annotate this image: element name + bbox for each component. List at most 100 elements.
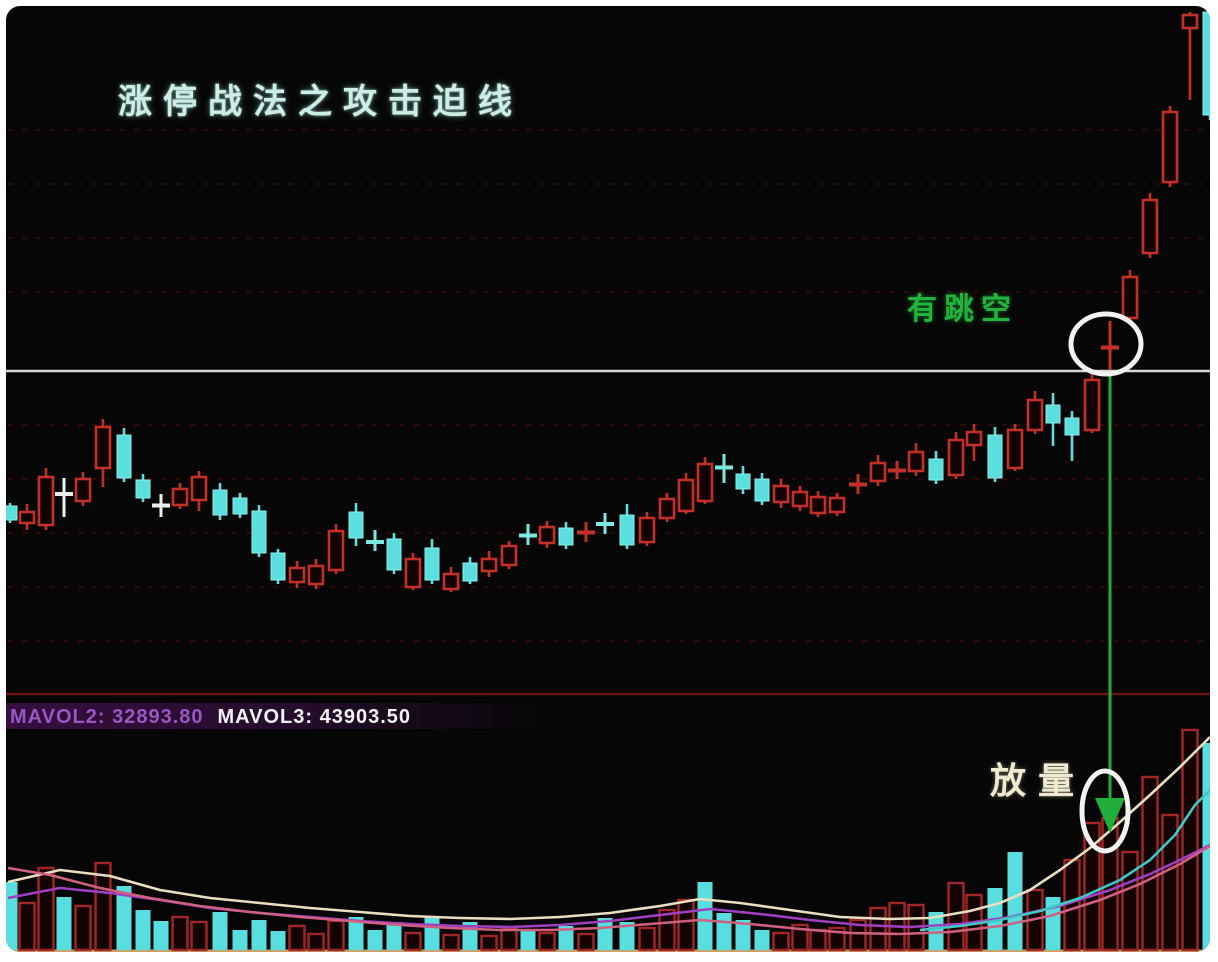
candle bbox=[1181, 12, 1199, 100]
candle bbox=[928, 451, 944, 484]
candle bbox=[442, 567, 460, 592]
reference-lines bbox=[6, 369, 1210, 952]
candle bbox=[519, 524, 537, 545]
candle bbox=[735, 466, 751, 494]
candle bbox=[270, 549, 286, 584]
volume-bar bbox=[135, 910, 151, 950]
candle bbox=[1101, 321, 1119, 370]
volume-bar bbox=[619, 922, 635, 950]
volume-bar bbox=[658, 908, 676, 952]
volume-bar bbox=[1045, 897, 1061, 950]
volume-bars bbox=[6, 728, 1210, 952]
volume-bar bbox=[1083, 821, 1101, 952]
candle bbox=[37, 468, 55, 530]
candle bbox=[849, 474, 867, 494]
candle bbox=[500, 541, 518, 569]
volume-bar bbox=[791, 923, 809, 952]
candle bbox=[1141, 193, 1159, 258]
candle bbox=[1064, 411, 1080, 461]
volume-bar bbox=[869, 906, 887, 952]
candle bbox=[232, 493, 248, 518]
volume-bar bbox=[94, 861, 112, 952]
volume-bar bbox=[327, 919, 345, 952]
candle bbox=[152, 494, 170, 517]
volume-bar bbox=[558, 926, 574, 950]
candle bbox=[1026, 391, 1044, 434]
candle bbox=[907, 443, 925, 476]
volume-bar bbox=[928, 912, 944, 950]
candlestick-chart[interactable] bbox=[6, 6, 1210, 952]
candle bbox=[965, 424, 983, 461]
candle bbox=[1045, 393, 1061, 446]
mavol2-value: MAVOL2: 32893.80 bbox=[10, 706, 204, 728]
candle bbox=[18, 504, 36, 530]
volume-bar bbox=[577, 932, 595, 952]
candle bbox=[809, 491, 827, 517]
volume-bar bbox=[153, 921, 169, 950]
volume-bar bbox=[116, 886, 132, 950]
volume-bar bbox=[348, 917, 364, 950]
volume-bar bbox=[404, 931, 422, 952]
candle bbox=[251, 505, 267, 557]
candle bbox=[658, 493, 676, 522]
candle bbox=[888, 461, 906, 479]
gap-highlight-circle bbox=[1068, 311, 1144, 377]
candle bbox=[638, 512, 656, 546]
price-candles bbox=[6, 10, 1210, 592]
volume-bar bbox=[212, 912, 228, 950]
candle bbox=[791, 486, 809, 511]
candle bbox=[696, 457, 714, 504]
candle bbox=[74, 472, 92, 506]
volume-bar bbox=[442, 933, 460, 952]
candle bbox=[327, 524, 345, 574]
volume-bar bbox=[697, 882, 713, 950]
candle bbox=[715, 454, 733, 483]
candle bbox=[171, 483, 189, 509]
volume-bar bbox=[1161, 813, 1179, 952]
candle bbox=[677, 473, 695, 514]
candle bbox=[212, 483, 228, 520]
volume-bar bbox=[772, 931, 790, 952]
candle bbox=[480, 551, 498, 577]
chart-panel: MAVOL2: 32893.80 MAVOL3: 43903.50 涨停战法之攻击… bbox=[6, 6, 1210, 952]
candle bbox=[404, 553, 422, 590]
price-gridlines bbox=[8, 129, 1208, 642]
mavol-lines bbox=[7, 736, 1210, 936]
candle bbox=[348, 503, 364, 546]
volume-bar bbox=[171, 915, 189, 952]
volume-bar bbox=[424, 917, 440, 950]
candle bbox=[288, 561, 306, 588]
candle bbox=[424, 539, 440, 584]
candle bbox=[94, 419, 112, 487]
candle bbox=[1202, 10, 1210, 120]
volume-bar bbox=[288, 924, 306, 952]
candle bbox=[55, 478, 73, 517]
volume-bar bbox=[18, 901, 36, 952]
volume-bar bbox=[190, 920, 208, 952]
gap-annotation-label: 有跳空 bbox=[907, 293, 1018, 326]
volume-bar bbox=[37, 866, 55, 952]
mavol-line-cyan bbox=[919, 789, 1210, 932]
volume-highlight-circle bbox=[1079, 768, 1131, 854]
volume-bar bbox=[270, 931, 286, 950]
candle bbox=[987, 427, 1003, 482]
volume-bar bbox=[6, 882, 18, 950]
candle bbox=[772, 479, 790, 508]
volume-bar bbox=[367, 930, 383, 950]
mavol-highlight-strip bbox=[6, 703, 546, 729]
candle bbox=[828, 493, 846, 516]
volume-bar bbox=[480, 934, 498, 952]
candle bbox=[307, 559, 325, 589]
candle bbox=[1006, 424, 1024, 471]
volume-bar bbox=[947, 881, 965, 952]
candle bbox=[619, 504, 635, 549]
candle bbox=[366, 530, 384, 551]
candle bbox=[1161, 106, 1179, 187]
candle bbox=[558, 522, 574, 549]
candle bbox=[1083, 373, 1101, 433]
candle bbox=[538, 521, 556, 548]
volume-bar bbox=[1007, 852, 1023, 950]
volume-bar bbox=[538, 931, 556, 952]
candle bbox=[190, 471, 208, 511]
mavol-readout: MAVOL2: 32893.80 MAVOL3: 43903.50 bbox=[10, 706, 411, 729]
